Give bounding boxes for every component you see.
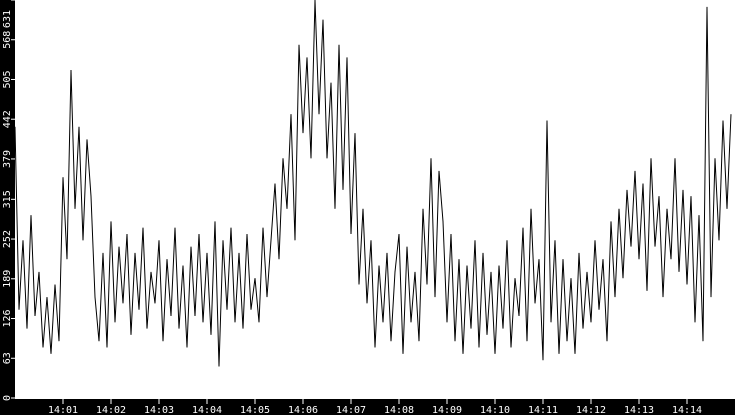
y-tick-label: 189 (2, 270, 13, 288)
x-axis: 14:01 14:02 14:03 14:04 14:05 14:06 14:07 14:08… (48, 399, 702, 415)
x-tick-label: 14:09 (432, 405, 462, 415)
plot-area (15, 0, 735, 399)
y-tick-label: 379 (2, 150, 13, 168)
y-axis: 0 63 126 189 252 315 379 442 505 568 631 (2, 0, 15, 401)
x-tick-label: 14:10 (480, 405, 510, 415)
y-tick-label: 631 (2, 10, 13, 28)
y-tick-label: 252 (2, 230, 13, 248)
x-tick-label: 14:11 (528, 405, 558, 415)
y-tick-label: 568 (2, 31, 13, 49)
y-tick-label: 442 (2, 110, 13, 128)
x-tick-label: 14:04 (192, 405, 222, 415)
x-tick-label: 14:14 (672, 405, 702, 415)
y-tick-label: 315 (2, 190, 13, 208)
x-tick-label: 14:06 (288, 405, 318, 415)
x-tick-label: 14:13 (624, 405, 654, 415)
x-tick-label: 14:07 (336, 405, 366, 415)
x-tick-label: 14:12 (576, 405, 606, 415)
y-tick-label: 126 (2, 309, 13, 327)
series-line (14, 0, 732, 367)
x-tick-label: 14:03 (144, 405, 174, 415)
y-tick-label: 0 (2, 395, 13, 401)
y-tick-label: 63 (2, 352, 13, 364)
y-tick-label: 505 (2, 70, 13, 88)
x-tick-label: 14:05 (240, 405, 270, 415)
x-tick-label: 14:01 (48, 405, 78, 415)
x-tick-label: 14:08 (384, 405, 414, 415)
x-tick-label: 14:02 (96, 405, 126, 415)
